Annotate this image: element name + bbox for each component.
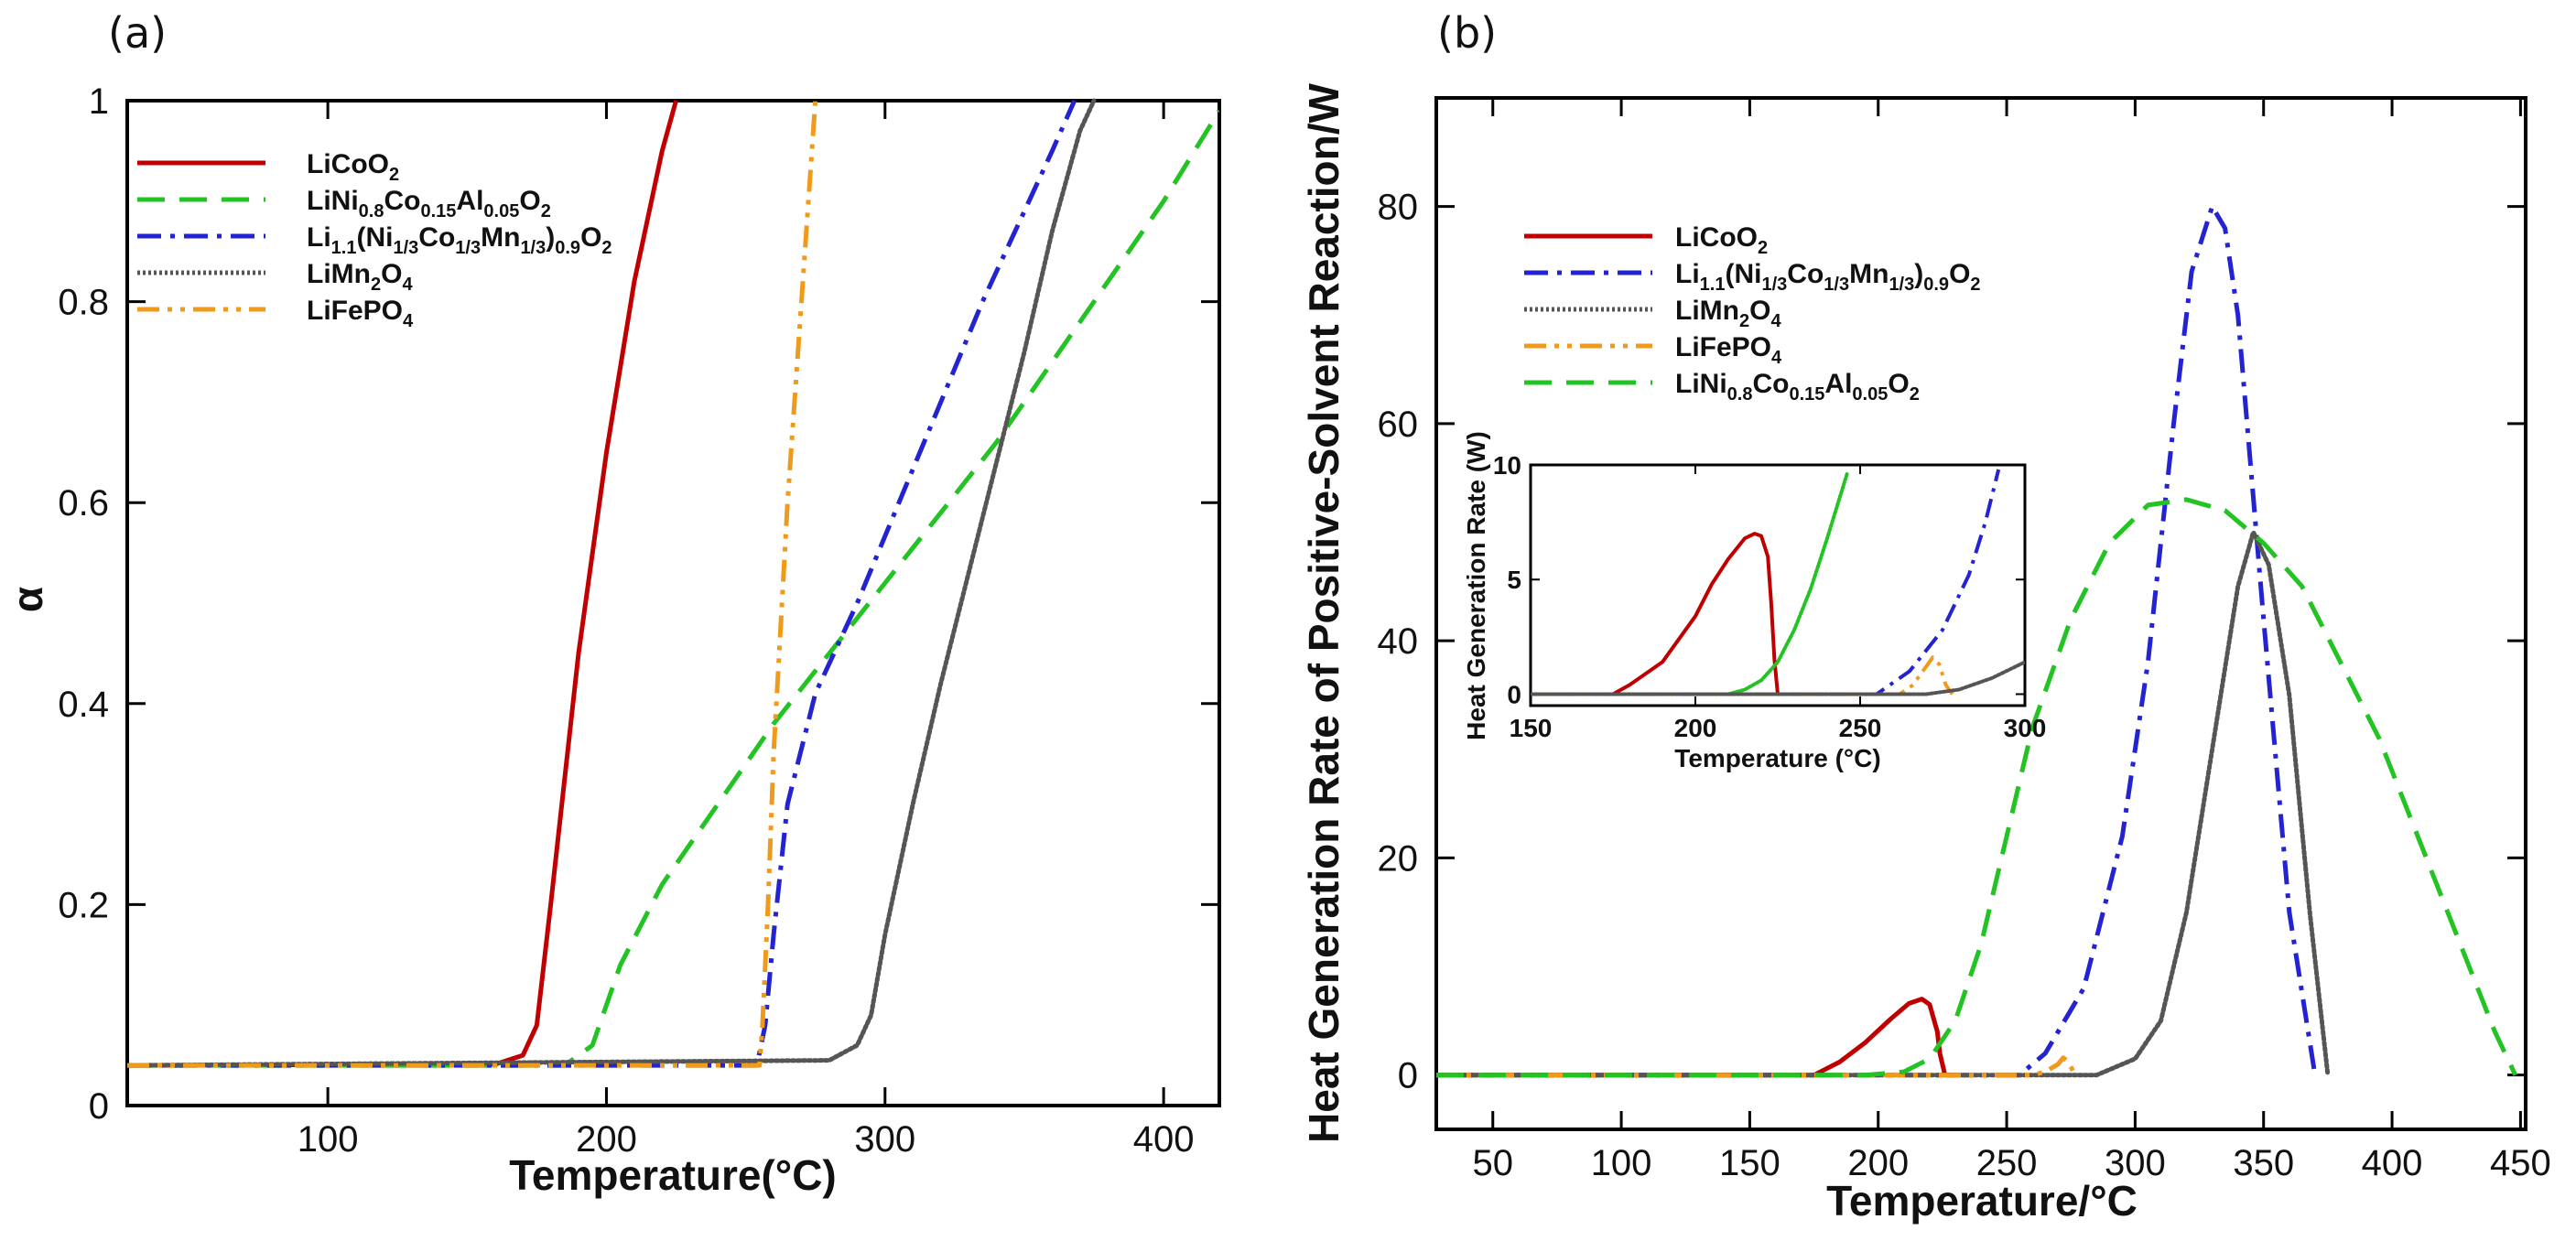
legend-label-lmo: LiMn2O4 bbox=[1675, 296, 1781, 331]
y-tick-label: 0.8 bbox=[58, 283, 109, 323]
series-line-lfp bbox=[1436, 1055, 2081, 1078]
y-tick-label: 60 bbox=[1378, 405, 1419, 445]
y-tick-label: 20 bbox=[1378, 838, 1419, 879]
panel-a-label: (a) bbox=[108, 8, 167, 58]
y-tick-label: 0.6 bbox=[58, 483, 109, 523]
series-line-lco bbox=[1531, 532, 1780, 696]
panel-b-legend: LiCoO2Li1.1(Ni1/3Co1/3Mn1/3)0.9O2LiMn2O4… bbox=[1524, 222, 1981, 405]
y-tick-label: 0.4 bbox=[58, 685, 109, 725]
panel-a-ticks: 100 200 300 400 0 0.2 0.4 0.6 0.8 1 bbox=[58, 81, 1219, 1160]
y-tick-label: 1 bbox=[89, 81, 109, 122]
panel-a-chart: (a) 100 200 300 400 0 0.2 0.4 0.6 0.8 1 LiCoO2LiN… bbox=[4, 8, 1221, 1199]
series-line-lmo bbox=[127, 98, 1097, 1068]
panel-b-inset: 150 200 250 300 0 5 10 Temperature (°C) Heat G… bbox=[1462, 431, 2046, 772]
legend-label-nca: LiNi0.8Co0.15Al0.05O2 bbox=[1675, 369, 1920, 405]
panel-b-chart: (b) 50 100 150 200 250 300 350 400 450020406080 … bbox=[1300, 8, 2551, 1225]
x-tick-label: 450 bbox=[2490, 1143, 2551, 1183]
x-tick-label: 300 bbox=[2004, 714, 2047, 742]
inset-plot-frame bbox=[1529, 463, 2027, 707]
series-line-nmc bbox=[1436, 204, 2318, 1078]
series-group bbox=[1436, 204, 2518, 1078]
series-line-nca bbox=[127, 109, 1219, 1068]
panel-b-x-axis-title: Temperature/°C bbox=[1826, 1177, 2138, 1225]
series-line-nmc bbox=[127, 99, 1077, 1068]
series-group bbox=[127, 98, 1219, 1068]
legend-label-nca: LiNi0.8Co0.15Al0.05O2 bbox=[307, 186, 551, 221]
inset-x-axis-title: Temperature (°C) bbox=[1674, 744, 1880, 772]
panel-b-label: (b) bbox=[1437, 8, 1497, 58]
x-tick-label: 300 bbox=[2105, 1143, 2166, 1183]
y-tick-label: 80 bbox=[1378, 188, 1419, 228]
series-line-lmo bbox=[1531, 660, 2025, 696]
x-tick-label: 250 bbox=[1839, 714, 1882, 742]
x-tick-label: 400 bbox=[1133, 1119, 1195, 1160]
series-line-nca bbox=[1531, 472, 1849, 696]
y-tick-label: 0 bbox=[1507, 680, 1521, 708]
panel-b-plot-frame bbox=[1434, 96, 2527, 1131]
panel-a-y-axis-title: α bbox=[4, 587, 51, 612]
panel-a-plot-frame bbox=[125, 99, 1221, 1107]
x-tick-label: 200 bbox=[1674, 714, 1717, 742]
x-tick-label: 300 bbox=[854, 1119, 915, 1160]
inset-series bbox=[1531, 469, 2025, 696]
x-tick-label: 350 bbox=[2233, 1143, 2294, 1183]
series-line-lco bbox=[1436, 997, 1955, 1078]
legend-label-lco: LiCoO2 bbox=[1675, 222, 1768, 258]
series-line-lco bbox=[127, 100, 678, 1068]
x-tick-label: 100 bbox=[298, 1119, 359, 1160]
x-tick-label: 200 bbox=[576, 1119, 637, 1160]
x-tick-label: 200 bbox=[1847, 1143, 1909, 1183]
y-tick-label: 0 bbox=[89, 1086, 109, 1127]
panel-a-series bbox=[127, 98, 1219, 1068]
y-tick-label: 0 bbox=[1398, 1056, 1418, 1096]
panel-b-series bbox=[1436, 204, 2518, 1078]
x-tick-label: 150 bbox=[1510, 714, 1553, 742]
legend-label-lfp: LiFePO4 bbox=[1675, 332, 1782, 368]
legend-label-lmo: LiMn2O4 bbox=[307, 259, 413, 295]
inset-y-axis-title: Heat Generation Rate (W) bbox=[1462, 431, 1490, 740]
x-tick-label: 100 bbox=[1591, 1143, 1652, 1183]
series-line-nca bbox=[1436, 497, 2518, 1078]
inset-ticks: 150 200 250 300 0 5 10 bbox=[1493, 451, 2047, 742]
panel-a-legend: LiCoO2LiNi0.8Co0.15Al0.05O2Li1.1(Ni1/3Co… bbox=[137, 149, 612, 331]
series-group bbox=[1531, 469, 2025, 696]
x-tick-label: 50 bbox=[1472, 1143, 1513, 1183]
y-tick-label: 5 bbox=[1507, 566, 1521, 594]
series-line-lmo bbox=[1436, 530, 2331, 1078]
legend-label-lco: LiCoO2 bbox=[307, 149, 399, 185]
x-tick-label: 400 bbox=[2362, 1143, 2423, 1183]
x-tick-label: 150 bbox=[1719, 1143, 1780, 1183]
panel-b-y-axis-title: Heat Generation Rate of Positive-Solvent… bbox=[1300, 82, 1348, 1142]
y-tick-label: 10 bbox=[1493, 451, 1521, 480]
legend-label-nmc: Li1.1(Ni1/3Co1/3Mn1/3)0.9O2 bbox=[307, 222, 612, 258]
legend-label-lfp: LiFePO4 bbox=[307, 296, 414, 331]
x-tick-label: 250 bbox=[1976, 1143, 2038, 1183]
y-tick-label: 40 bbox=[1378, 621, 1419, 662]
series-line-lfp bbox=[127, 100, 818, 1068]
legend-label-nmc: Li1.1(Ni1/3Co1/3Mn1/3)0.9O2 bbox=[1675, 259, 1981, 295]
y-tick-label: 0.2 bbox=[58, 885, 109, 925]
panel-a-x-axis-title: Temperature(°C) bbox=[509, 1151, 837, 1199]
